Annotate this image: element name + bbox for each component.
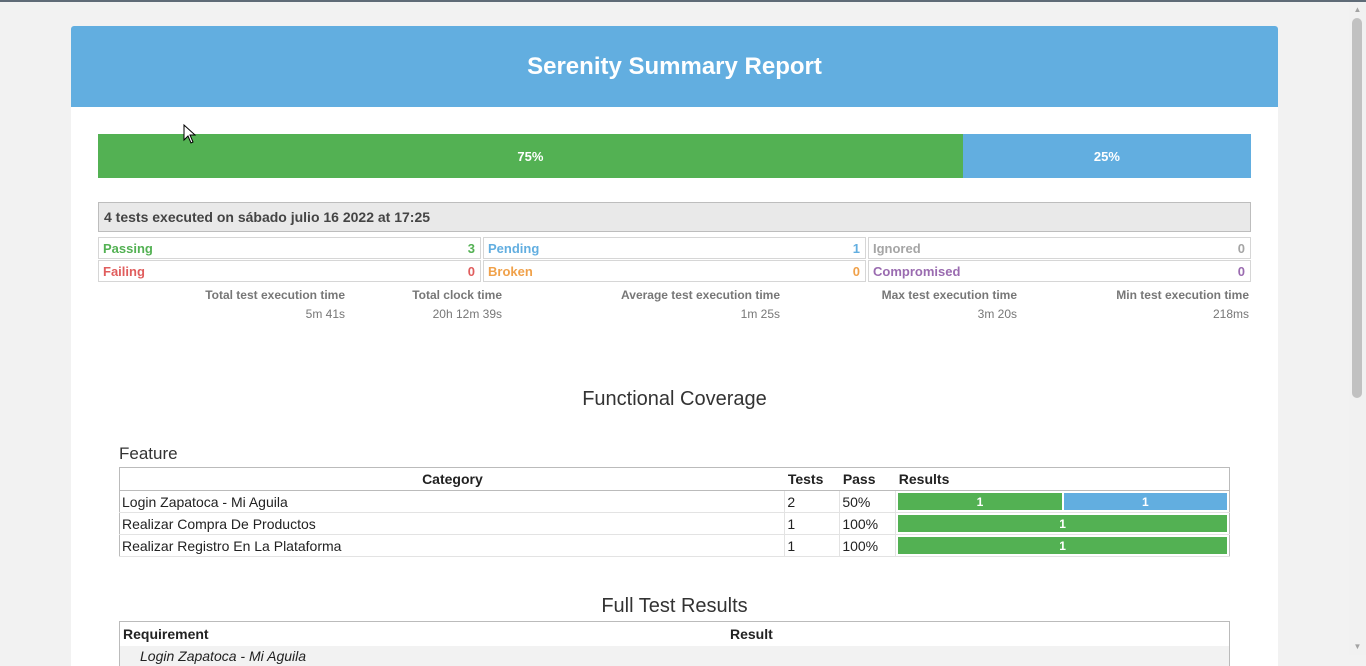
- results-cell: 1: [895, 512, 1230, 535]
- result-bar: 1: [898, 515, 1227, 532]
- category-cell[interactable]: Login Zapatoca - Mi Aguila: [118, 490, 786, 513]
- summary-headline-text: 4 tests executed on sábado julio 16 2022…: [104, 209, 431, 225]
- summary-headline: 4 tests executed on sábado julio 16 2022…: [98, 202, 1251, 232]
- requirement-header[interactable]: Requirement: [118, 621, 727, 646]
- results-header[interactable]: Results: [895, 467, 1230, 491]
- result-bar: 1: [898, 537, 1227, 554]
- full-results-table: Requirement Result Login Zapatoca - Mi A…: [118, 621, 1230, 666]
- feature-group-label: Feature: [119, 444, 178, 463]
- timing-value: 3m 20s: [977, 307, 1017, 321]
- vertical-scrollbar[interactable]: ▲ ▼: [1349, 2, 1366, 655]
- report-title: Serenity Summary Report: [527, 52, 822, 80]
- stat-label: Pending: [488, 240, 540, 256]
- stat-label: Ignored: [873, 240, 921, 256]
- mouse-cursor-icon: [183, 123, 197, 144]
- scrollbar-thumb[interactable]: [1352, 18, 1362, 398]
- tests-cell: 2: [784, 490, 841, 513]
- timing-label: Total clock time: [412, 288, 502, 302]
- stat-value: 1: [852, 240, 860, 256]
- tests-cell: 1: [784, 512, 841, 535]
- stat-value: 0: [852, 263, 860, 279]
- requirement-cell[interactable]: Login Zapatoca - Mi Aguila: [118, 646, 727, 666]
- stat-value: 0: [1237, 240, 1245, 256]
- stats-grid: Passing 3 Pending 1 Ignored 0 Failing 0 …: [98, 237, 1251, 282]
- stat-label: Failing: [103, 263, 145, 279]
- timing-label: Max test execution time: [881, 288, 1017, 302]
- coverage-table: Category Tests Pass Results Login Zapato…: [118, 467, 1230, 557]
- stat-passing: Passing 3: [98, 237, 481, 259]
- scroll-up-icon[interactable]: ▲: [1353, 5, 1362, 14]
- passing-segment[interactable]: 75%: [98, 134, 963, 178]
- pass-cell: 100%: [839, 534, 897, 557]
- report-header: Serenity Summary Report: [71, 26, 1278, 107]
- table-row: Realizar Compra De Productos 1 100% 1: [118, 512, 1230, 535]
- stat-label: Compromised: [873, 263, 961, 279]
- result-segment-passing[interactable]: 1: [898, 493, 1062, 510]
- coverage-header-row: Category Tests Pass Results: [118, 467, 1230, 491]
- timing-total-execution: Total test execution time 5m 41s: [171, 288, 345, 321]
- passing-percent: 75%: [517, 148, 544, 164]
- stat-value: 3: [467, 240, 475, 256]
- timing-value: 218ms: [1212, 307, 1249, 321]
- report-container: Serenity Summary Report 75% 25% 4 tests …: [71, 26, 1278, 666]
- result-segment-passing[interactable]: 1: [898, 537, 1227, 554]
- pending-segment[interactable]: 25%: [962, 134, 1251, 178]
- tests-cell: 1: [784, 534, 841, 557]
- category-cell[interactable]: Realizar Registro En La Plataforma: [118, 534, 786, 557]
- table-row: Login Zapatoca - Mi Aguila: [118, 646, 1230, 666]
- timing-min-execution: Min test execution time 218ms: [1081, 288, 1249, 321]
- timing-label: Average test execution time: [621, 288, 780, 302]
- stat-label: Broken: [488, 263, 533, 279]
- timing-average-execution: Average test execution time 1m 25s: [591, 288, 780, 321]
- stat-ignored: Ignored 0: [868, 237, 1251, 259]
- result-header[interactable]: Result: [726, 621, 1230, 646]
- stat-broken: Broken 0: [483, 260, 866, 282]
- tests-header[interactable]: Tests: [784, 467, 840, 491]
- stat-value: 0: [1237, 263, 1245, 279]
- timing-label: Total test execution time: [205, 288, 345, 302]
- timing-total-clock: Total clock time 20h 12m 39s: [371, 288, 502, 321]
- stat-label: Passing: [103, 240, 153, 256]
- pass-cell: 100%: [839, 512, 897, 535]
- result-cell: [726, 646, 1230, 666]
- pass-header[interactable]: Pass: [839, 467, 896, 491]
- result-segment-pending[interactable]: 1: [1063, 493, 1227, 510]
- category-cell[interactable]: Realizar Compra De Productos: [118, 512, 786, 535]
- stat-failing: Failing 0: [98, 260, 481, 282]
- timing-label: Min test execution time: [1116, 288, 1249, 302]
- window-top-border: [0, 0, 1366, 2]
- functional-coverage-title: Functional Coverage: [582, 388, 767, 410]
- stat-pending: Pending 1: [483, 237, 866, 259]
- pass-cell: 50%: [839, 490, 897, 513]
- stat-value: 0: [467, 263, 475, 279]
- timing-value: 5m 41s: [305, 307, 345, 321]
- scroll-down-icon[interactable]: ▼: [1353, 642, 1362, 651]
- stat-compromised: Compromised 0: [868, 260, 1251, 282]
- timing-value: 20h 12m 39s: [432, 307, 502, 321]
- pending-percent: 25%: [1093, 148, 1120, 164]
- full-results-header-row: Requirement Result: [118, 621, 1230, 646]
- category-header[interactable]: Category: [118, 467, 785, 491]
- results-cell: 1: [895, 534, 1230, 557]
- full-test-results-title: Full Test Results: [601, 595, 748, 617]
- table-row: Realizar Registro En La Plataforma 1 100…: [118, 534, 1230, 557]
- timing-value: 1m 25s: [740, 307, 780, 321]
- result-segment-passing[interactable]: 1: [898, 515, 1227, 532]
- overall-progress-bar: 75% 25%: [98, 134, 1251, 178]
- timing-max-execution: Max test execution time 3m 20s: [851, 288, 1017, 321]
